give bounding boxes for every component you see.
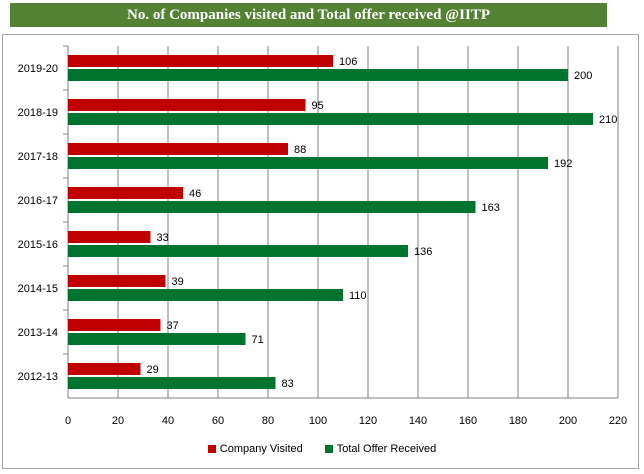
bar-company-visited: [68, 319, 161, 331]
x-tick-label: 140: [409, 415, 427, 427]
data-label-total-offer-received: 71: [252, 334, 264, 346]
bar-total-offer-received: [68, 69, 568, 81]
data-label-total-offer-received: 210: [599, 114, 617, 126]
x-tick-label: 0: [65, 415, 71, 427]
data-label-company-visited: 106: [339, 56, 357, 68]
data-label-company-visited: 39: [172, 276, 184, 288]
data-label-total-offer-received: 192: [554, 158, 572, 170]
category-label: 2014-15: [18, 283, 58, 295]
data-label-company-visited: 88: [294, 144, 306, 156]
data-label-company-visited: 95: [312, 100, 324, 112]
data-label-company-visited: 29: [147, 364, 159, 376]
x-tick-label: 120: [359, 415, 377, 427]
bar-company-visited: [68, 187, 183, 199]
bar-total-offer-received: [68, 333, 246, 345]
chart-title: No. of Companies visited and Total offer…: [127, 6, 490, 23]
chart-legend: Company Visited Total Offer Received: [0, 443, 644, 455]
x-tick-label: 80: [262, 415, 274, 427]
bar-total-offer-received: [68, 377, 276, 389]
chart-title-banner: No. of Companies visited and Total offer…: [10, 3, 607, 27]
x-tick-label: 200: [559, 415, 577, 427]
category-label: 2015-16: [18, 239, 58, 251]
legend-label-total-offer-received: Total Offer Received: [336, 443, 437, 455]
data-label-total-offer-received: 136: [414, 246, 432, 258]
bar-total-offer-received: [68, 201, 476, 213]
category-label: 2013-14: [18, 327, 58, 339]
x-tick-label: 220: [609, 415, 627, 427]
bar-company-visited: [68, 363, 141, 375]
x-tick-label: 40: [162, 415, 174, 427]
bar-total-offer-received: [68, 245, 408, 257]
x-tick-label: 160: [459, 415, 477, 427]
x-tick-label: 60: [212, 415, 224, 427]
legend-label-company-visited: Company Visited: [219, 443, 303, 455]
legend-item-total-offer-received: Total Offer Received: [324, 443, 437, 455]
category-label: 2018-19: [18, 107, 58, 119]
x-tick-label: 20: [112, 415, 124, 427]
x-tick-label: 100: [309, 415, 327, 427]
data-label-company-visited: 46: [189, 188, 201, 200]
bar-company-visited: [68, 55, 333, 67]
data-label-total-offer-received: 83: [282, 378, 294, 390]
bar-company-visited: [68, 275, 166, 287]
legend-swatch-company-visited: [207, 445, 216, 453]
legend-swatch-total-offer-received: [324, 445, 333, 453]
data-label-company-visited: 33: [157, 232, 169, 244]
bar-total-offer-received: [68, 289, 343, 301]
x-tick-label: 180: [509, 415, 527, 427]
bar-total-offer-received: [68, 113, 593, 125]
category-label: 2017-18: [18, 151, 58, 163]
bar-company-visited: [68, 143, 288, 155]
category-label: 2012-13: [18, 371, 58, 383]
data-label-total-offer-received: 110: [349, 290, 367, 302]
data-label-total-offer-received: 200: [574, 70, 592, 82]
bar-company-visited: [68, 99, 306, 111]
bar-company-visited: [68, 231, 151, 243]
category-label: 2016-17: [18, 195, 58, 207]
category-label: 2019-20: [18, 63, 58, 75]
data-label-total-offer-received: 163: [482, 202, 500, 214]
data-label-company-visited: 37: [167, 320, 179, 332]
legend-item-company-visited: Company Visited: [207, 443, 303, 455]
bar-total-offer-received: [68, 157, 548, 169]
